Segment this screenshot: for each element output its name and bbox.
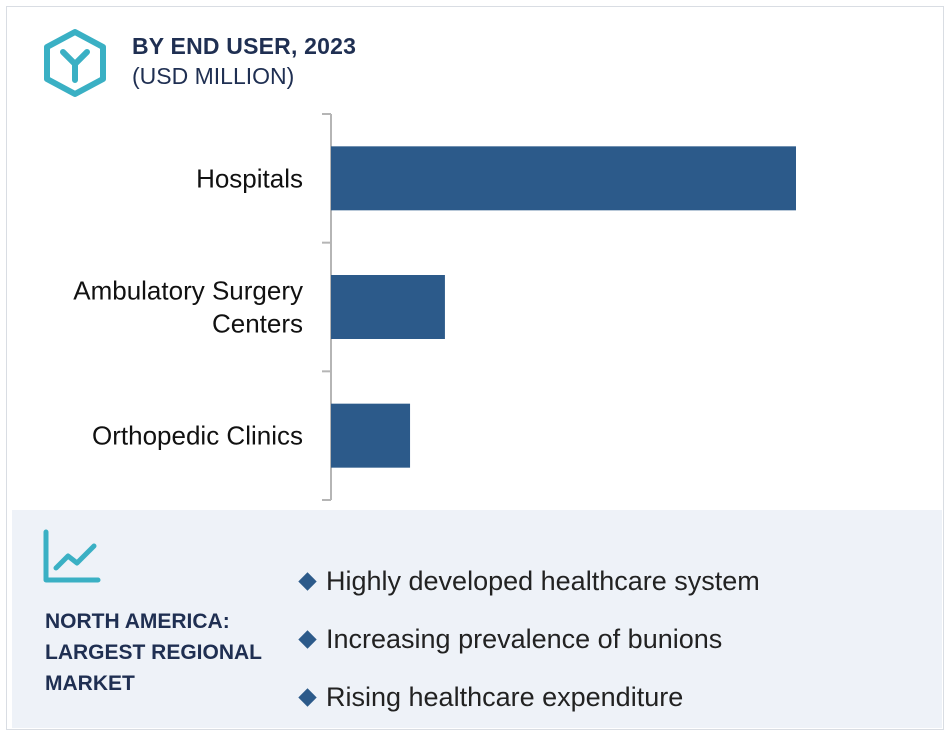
- category-label: Orthopedic Clinics: [92, 421, 303, 451]
- category-label-line: Hospitals: [196, 163, 303, 193]
- category-label-line: Centers: [212, 309, 303, 339]
- line-chart-icon: [43, 529, 101, 583]
- region-line: LARGEST REGIONAL: [45, 641, 263, 664]
- driver-item: Highly developed healthcare system: [295, 552, 760, 610]
- driver-text: Highly developed healthcare system: [326, 565, 760, 596]
- category-label-line: Orthopedic Clinics: [92, 421, 303, 451]
- region-line: NORTH AMERICA:: [45, 610, 230, 633]
- bar: [331, 146, 796, 211]
- bar: [331, 275, 445, 339]
- region-line: MARKET: [45, 672, 135, 695]
- bar: [331, 403, 411, 468]
- market-panel: NORTH AMERICA: LARGEST REGIONAL MARKET H…: [12, 510, 942, 728]
- driver-text: Rising healthcare expenditure: [326, 681, 684, 712]
- category-label: Hospitals: [196, 163, 303, 193]
- diamond-bullet-icon: [298, 629, 317, 649]
- diamond-bullet-icon: [298, 571, 317, 591]
- driver-list: Highly developed healthcare system Incre…: [295, 552, 760, 726]
- diamond-bullet-icon: [298, 687, 317, 707]
- bar-chart: Hospitals Ambulatory Surgery Centers Orthop…: [73, 113, 796, 501]
- driver-text: Increasing prevalence of bunions: [326, 623, 723, 654]
- driver-item: Rising healthcare expenditure: [295, 668, 760, 726]
- driver-item: Increasing prevalence of bunions: [295, 610, 760, 668]
- category-label: Ambulatory Surgery Centers: [73, 276, 303, 339]
- hexagon-logo-icon: [44, 29, 106, 97]
- chart-subtitle: (USD MILLION): [132, 63, 295, 89]
- chart-title: BY END USER, 2023: [132, 33, 357, 59]
- infographic-frame: [6, 6, 944, 730]
- category-label-line: Ambulatory Surgery: [73, 276, 303, 306]
- region-heading: NORTH AMERICA: LARGEST REGIONAL MARKET: [45, 606, 285, 699]
